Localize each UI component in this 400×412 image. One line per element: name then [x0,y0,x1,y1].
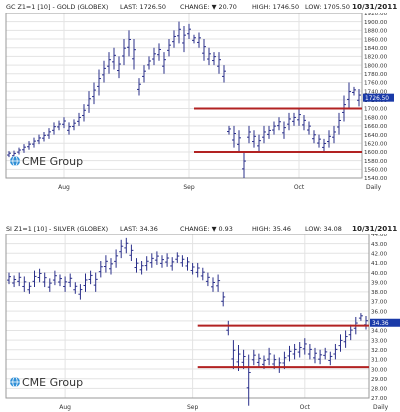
silver-last: LAST: 34.36 [120,225,158,233]
gold-y-tick-label: 1860.00 [364,37,388,43]
silver-symbol: SI Z1=1 [10] - SILVER (GLOBEX) [6,225,109,233]
gold-y-tick-label: 1680.00 [364,115,388,121]
gold-y-tick-label: 1620.00 [364,141,388,147]
gold-chart-header: GC Z1=1 [10] - GOLD (GLOBEX) LAST: 1726.… [0,0,400,13]
silver-x-period-label: Daily [373,404,389,411]
gold-y-tick-label: 1740.00 [364,89,388,95]
gold-y-tick-label: 1880.00 [364,29,388,35]
silver-y-tick-label: 38.00 [371,290,387,296]
gold-ohlc-chart: 1540.00 1560.00 1580.00 1600.00 1620.00 1640.… [5,13,394,191]
silver-y-tick-label: 39.00 [371,280,387,286]
gold-x-period-label: Daily [366,184,382,191]
gold-last: LAST: 1726.50 [120,3,166,11]
gold-low: LOW: 1705.50 [305,3,350,11]
gold-chart-panel: GC Z1=1 [10] - GOLD (GLOBEX) LAST: 1726.… [0,0,400,191]
gold-x-tick-label: Sep [183,184,195,191]
gold-y-tick-label: 1920.00 [364,13,388,17]
silver-date: 10/31/2011 [352,224,398,233]
silver-change: CHANGE: ▼ 0.93 [180,225,233,233]
gold-y-tick-label: 1700.00 [364,107,388,113]
gold-y-tick-label: 1760.00 [364,81,388,87]
silver-y-tick-label: 42.00 [371,251,387,257]
gold-x-tick-label: Oct [294,184,305,191]
silver-y-tick-label: 31.00 [371,358,387,364]
gold-symbol: GC Z1=1 [10] - GOLD (GLOBEX) [6,3,109,11]
gold-y-tick-label: 1640.00 [364,133,388,139]
gold-y-tick-label: 1560.00 [364,168,388,174]
silver-x-tick-label: Oct [300,404,311,411]
gold-y-tick-label: 1820.00 [364,55,388,61]
silver-y-tick-label: 30.00 [371,367,387,373]
silver-y-tick-label: 28.00 [371,387,387,393]
gold-x-tick-label: Aug [58,184,70,191]
gold-high: HIGH: 1746.50 [252,3,300,11]
silver-y-tick-label: 32.00 [371,348,387,354]
silver-last-price-label: 34.36 [372,321,389,327]
silver-y-tick-label: 41.00 [371,261,387,267]
silver-y-tick-label: 37.00 [371,300,387,306]
silver-y-tick-label: 44.00 [371,234,387,238]
gold-cme-group-logo-text: CME Group [22,155,83,168]
silver-y-tick-label: 34.00 [371,329,387,335]
silver-x-tick-label: Aug [59,404,71,411]
silver-chart-panel: SI Z1=1 [10] - SILVER (GLOBEX) LAST: 34.… [0,206,400,412]
silver-y-tick-label: 27.00 [371,396,387,402]
gold-date: 10/31/2011 [352,2,398,11]
silver-cme-group-logo-text: CME Group [22,376,83,389]
silver-y-tick-label: 43.00 [371,242,387,248]
silver-low: LOW: 34.08 [305,225,342,233]
silver-y-tick-label: 33.00 [371,338,387,344]
silver-y-tick-label: 36.00 [371,309,387,315]
silver-plot-frame [5,234,370,399]
silver-chart-header: SI Z1=1 [10] - SILVER (GLOBEX) LAST: 34.… [0,222,400,235]
gold-y-tick-label: 1900.00 [364,20,388,26]
gold-y-tick-label: 1540.00 [364,176,388,182]
gold-plot-frame [5,13,363,179]
gold-y-tick-label: 1780.00 [364,72,388,78]
gold-last-price-box [363,93,394,102]
silver-x-tick-label: Sep [187,404,199,411]
silver-ohlc-chart: 27.00 28.00 29.00 30.00 31.00 32.00 33.00 34.00… [5,234,400,411]
gold-y-tick-label: 1840.00 [364,46,388,52]
gold-last-price-label: 1726.50 [365,96,389,102]
gold-y-tick-label: 1800.00 [364,63,388,69]
silver-high: HIGH: 35.46 [252,225,291,233]
gold-change: CHANGE: ▼ 20.70 [180,3,237,11]
silver-last-price-box [370,318,400,327]
silver-y-tick-label: 29.00 [371,377,387,383]
gold-y-tick-label: 1580.00 [364,159,388,165]
gold-y-tick-label: 1660.00 [364,124,388,130]
silver-y-tick-label: 40.00 [371,271,387,277]
gold-y-tick-label: 1600.00 [364,150,388,156]
